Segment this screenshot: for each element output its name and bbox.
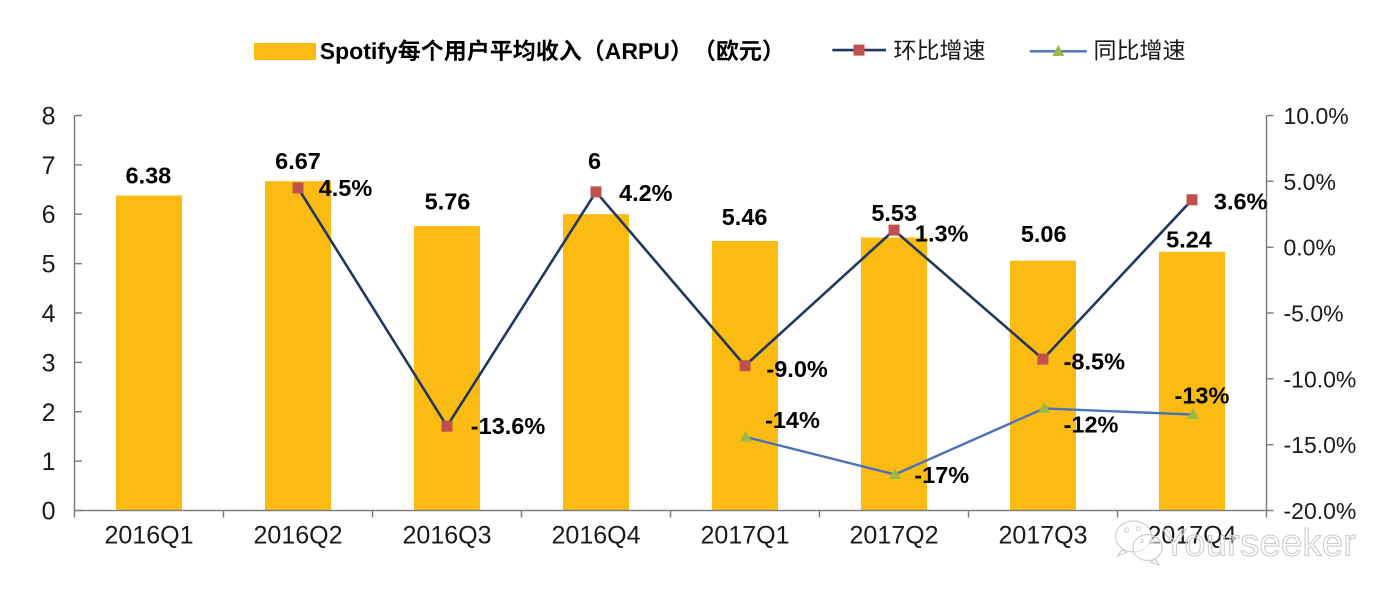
svg-text:-15.0%: -15.0% xyxy=(1284,432,1357,458)
svg-text:5.06: 5.06 xyxy=(1021,221,1067,247)
svg-text:6.38: 6.38 xyxy=(126,163,172,189)
svg-text:-8.5%: -8.5% xyxy=(1064,349,1125,375)
svg-text:2016Q1: 2016Q1 xyxy=(105,522,194,550)
svg-text:2017Q2: 2017Q2 xyxy=(850,522,939,550)
svg-text:5.76: 5.76 xyxy=(425,189,471,215)
svg-text:6.67: 6.67 xyxy=(275,148,321,174)
svg-text:2017Q3: 2017Q3 xyxy=(999,522,1088,550)
svg-text:1.3%: 1.3% xyxy=(915,220,969,246)
svg-text:-13%: -13% xyxy=(1175,382,1230,408)
svg-text:5.0%: 5.0% xyxy=(1284,169,1336,195)
svg-text:3: 3 xyxy=(42,349,56,377)
svg-text:-20.0%: -20.0% xyxy=(1284,498,1357,524)
svg-text:3.6%: 3.6% xyxy=(1214,189,1268,215)
svg-text:-17%: -17% xyxy=(914,462,969,488)
svg-text:-12%: -12% xyxy=(1064,411,1119,437)
svg-text:2: 2 xyxy=(42,399,56,427)
svg-text:-14%: -14% xyxy=(765,407,820,433)
svg-text:2017Q4: 2017Q4 xyxy=(1148,522,1237,550)
svg-text:10.0%: 10.0% xyxy=(1284,103,1349,129)
svg-text:0.0%: 0.0% xyxy=(1284,235,1336,261)
svg-text:8: 8 xyxy=(42,103,56,131)
svg-text:-10.0%: -10.0% xyxy=(1284,366,1357,392)
svg-text:2016Q2: 2016Q2 xyxy=(254,522,343,550)
svg-text:7: 7 xyxy=(42,152,56,180)
svg-text:5.46: 5.46 xyxy=(722,204,768,230)
svg-text:1: 1 xyxy=(42,448,56,476)
svg-text:5.53: 5.53 xyxy=(871,200,917,226)
svg-text:-9.0%: -9.0% xyxy=(766,356,827,382)
svg-text:4: 4 xyxy=(42,300,56,328)
svg-text:6: 6 xyxy=(588,148,601,174)
svg-text:-5.0%: -5.0% xyxy=(1284,301,1344,327)
svg-text:Yourseeker: Yourseeker xyxy=(1162,523,1356,565)
svg-text:-13.6%: -13.6% xyxy=(471,413,546,439)
svg-text:2016Q3: 2016Q3 xyxy=(403,522,492,550)
svg-text:6: 6 xyxy=(42,201,56,229)
svg-text:2017Q1: 2017Q1 xyxy=(701,522,790,550)
svg-text:0: 0 xyxy=(42,498,56,526)
svg-text:5: 5 xyxy=(42,251,56,279)
svg-text:2016Q4: 2016Q4 xyxy=(552,522,641,550)
svg-text:4.5%: 4.5% xyxy=(319,175,373,201)
svg-text:5.24: 5.24 xyxy=(1166,227,1212,253)
svg-text:4.2%: 4.2% xyxy=(619,180,673,206)
